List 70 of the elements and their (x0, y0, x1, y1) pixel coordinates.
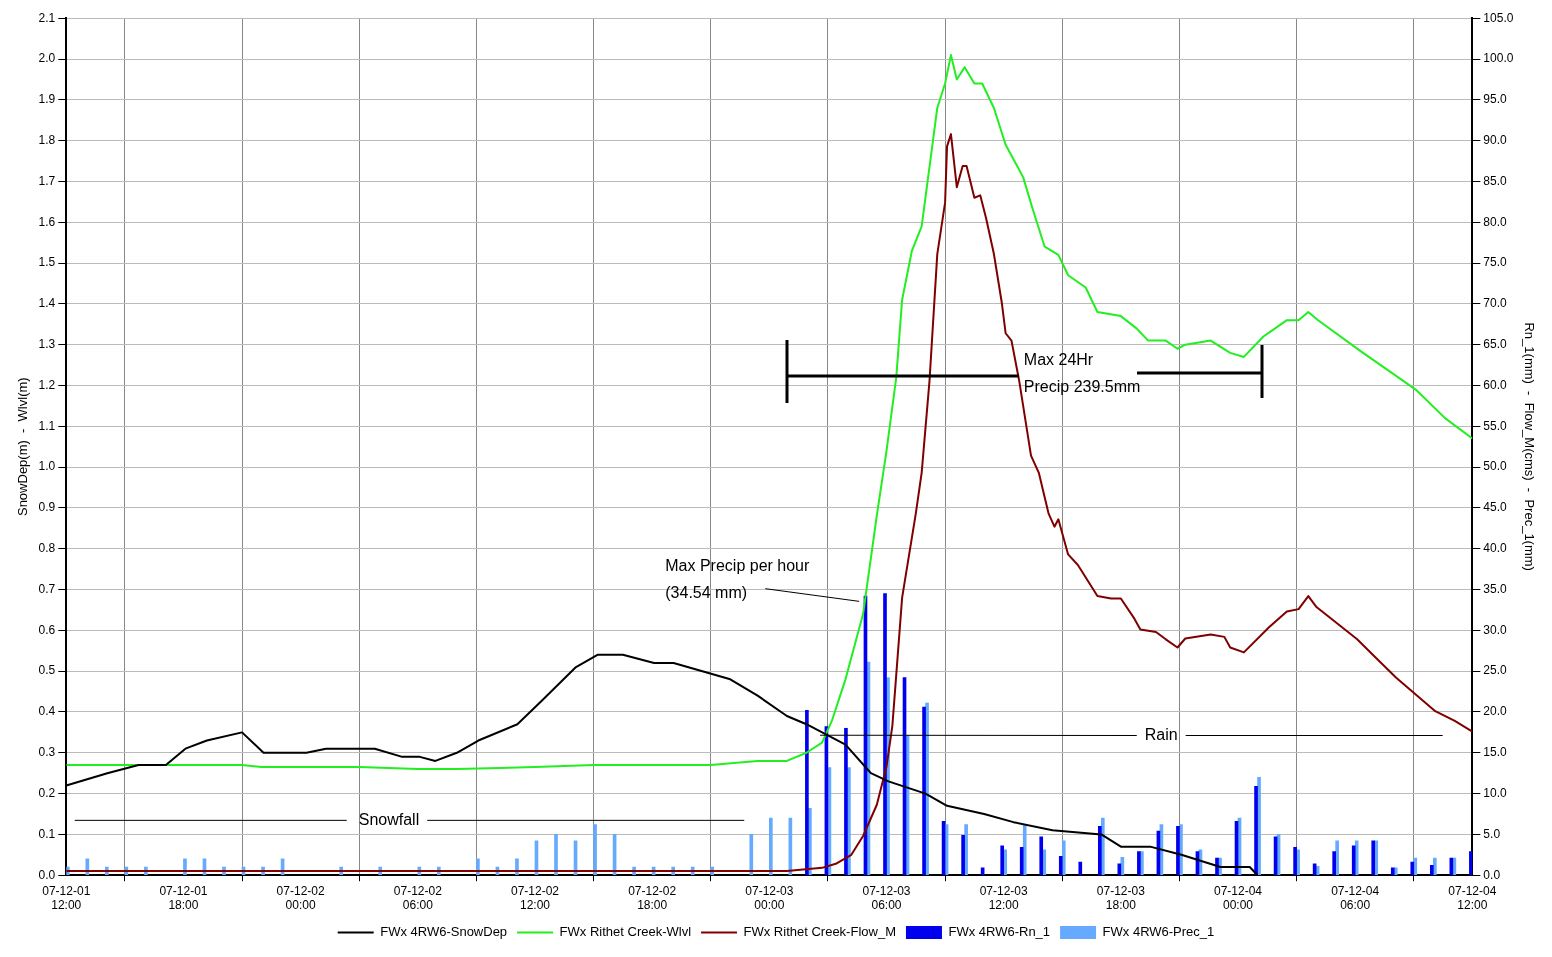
y-tick-label: 2.1 (38, 10, 56, 25)
y2-tick-label: 35.0 (1483, 581, 1508, 596)
y-tick-label: 0.2 (38, 785, 56, 800)
y-tick-label: 0.6 (38, 622, 56, 637)
y-axis-title: SnowDep(m) - Wlvl(m) (15, 377, 31, 517)
y2-tick-label: 100.0 (1483, 51, 1514, 66)
y-tick-label: 1.6 (38, 214, 56, 229)
legend-label: FWx 4RW6-Prec_1 (1102, 924, 1215, 940)
y2-tick-label: 10.0 (1483, 785, 1508, 800)
y2-tick-label: 65.0 (1483, 336, 1508, 351)
annotation: Rain (1144, 725, 1178, 743)
y-tick-label: 1.3 (38, 336, 56, 351)
y2-axis-title: Rn_1(mm) - Flow_M(cms) - Prec_1(mm) (1521, 322, 1537, 571)
y2-tick-label: 95.0 (1483, 92, 1508, 107)
y-tick-label: 1.4 (38, 296, 56, 311)
y-tick-label: 0.7 (38, 581, 56, 596)
y2-tick-label: 0.0 (1483, 867, 1501, 882)
x-tick-label: 07-12-03 06:00 (862, 883, 911, 913)
y-tick-label: 0.8 (38, 541, 56, 556)
x-tick-label: 07-12-01 18:00 (159, 883, 208, 913)
y2-tick-label: 75.0 (1483, 255, 1508, 270)
y-tick-label: 1.5 (38, 255, 56, 270)
x-tick-label: 07-12-04 12:00 (1448, 883, 1497, 913)
x-tick-label: 07-12-04 00:00 (1214, 883, 1263, 913)
x-tick-label: 07-12-02 12:00 (510, 883, 560, 913)
y-tick-label: 0.4 (38, 704, 56, 719)
x-tick-label: 07-12-03 18:00 (1096, 883, 1146, 913)
y2-tick-label: 70.0 (1483, 296, 1508, 311)
annotation: Snowfall (358, 810, 420, 828)
y-tick-label: 1.9 (38, 92, 56, 107)
y-tick-label: 0.1 (38, 826, 56, 841)
x-tick-label: 07-12-04 06:00 (1331, 883, 1380, 913)
y-tick-label: 1.0 (38, 459, 56, 474)
y-tick-label: 0.0 (38, 867, 56, 882)
y-tick-label: 1.7 (38, 173, 56, 188)
y2-tick-label: 105.0 (1483, 10, 1514, 25)
y2-tick-label: 30.0 (1483, 622, 1508, 637)
x-tick-label: 07-12-02 18:00 (628, 883, 677, 913)
y-tick-label: 0.3 (38, 745, 56, 760)
y-tick-label: 1.1 (38, 418, 56, 433)
y2-tick-label: 15.0 (1483, 745, 1508, 760)
y-tick-label: 2.0 (38, 51, 56, 66)
y2-tick-label: 55.0 (1483, 418, 1508, 433)
y2-tick-label: 60.0 (1483, 377, 1508, 392)
annotation: Precip 239.5mm (1023, 377, 1141, 395)
legend-label: FWx 4RW6-Rn_1 (948, 924, 1051, 940)
x-tick-label: 07-12-02 00:00 (276, 883, 325, 913)
y-tick-label: 1.2 (38, 377, 56, 392)
y2-tick-label: 90.0 (1483, 132, 1508, 147)
annotation: (34.54 mm) (665, 583, 748, 601)
y2-tick-label: 25.0 (1483, 663, 1508, 678)
legend-label: FWx Rithet Creek-Flow_M (743, 924, 896, 940)
annotation: Max Precip per hour (665, 557, 811, 575)
y2-tick-label: 45.0 (1483, 500, 1508, 515)
y-tick-label: 0.5 (38, 663, 56, 678)
x-tick-label: 07-12-03 00:00 (745, 883, 794, 913)
y2-tick-label: 40.0 (1483, 541, 1508, 556)
legend-label: FWx 4RW6-SnowDep (380, 924, 508, 940)
y-tick-label: 0.9 (38, 500, 56, 515)
annotation: Max 24Hr (1023, 350, 1094, 368)
y-tick-label: 1.8 (38, 132, 56, 147)
y2-tick-label: 20.0 (1483, 704, 1508, 719)
y2-tick-label: 80.0 (1483, 214, 1508, 229)
y2-tick-label: 50.0 (1483, 459, 1508, 474)
y2-tick-label: 85.0 (1483, 173, 1508, 188)
legend-label: FWx Rithet Creek-Wlvl (559, 924, 692, 940)
x-tick-label: 07-12-01 12:00 (42, 883, 91, 913)
x-tick-label: 07-12-02 06:00 (393, 883, 443, 913)
y2-tick-label: 5.0 (1483, 826, 1501, 841)
x-tick-label: 07-12-03 12:00 (979, 883, 1029, 913)
